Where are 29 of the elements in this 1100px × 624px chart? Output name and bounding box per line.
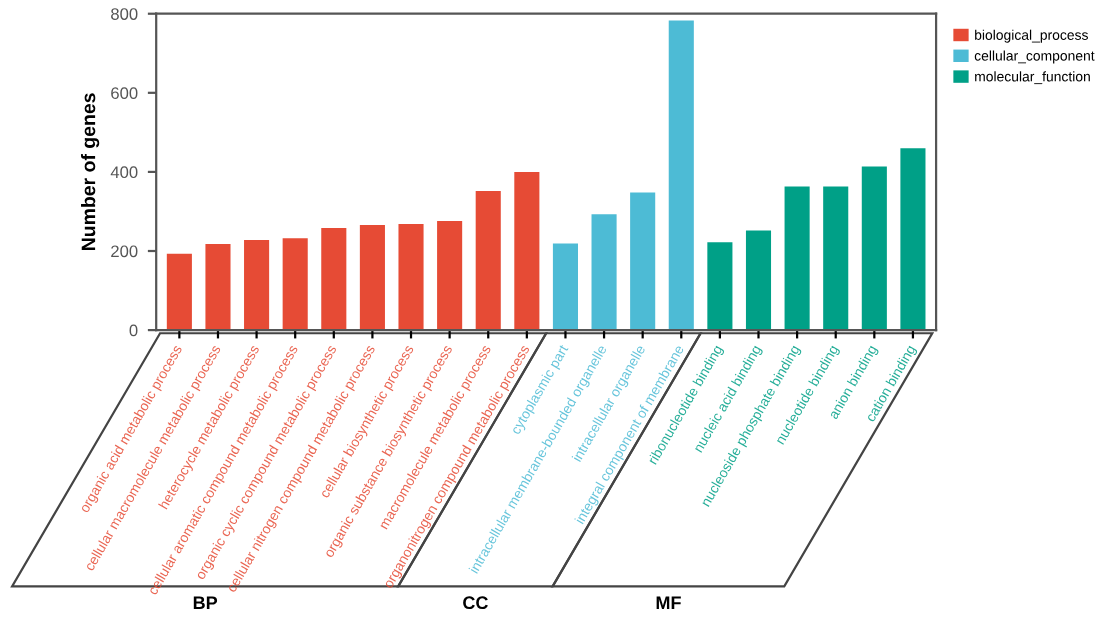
bar xyxy=(668,20,694,331)
text: MF xyxy=(656,596,681,609)
bar xyxy=(707,242,733,331)
bar xyxy=(552,243,578,331)
bar xyxy=(900,148,926,331)
bar xyxy=(745,230,772,331)
bar xyxy=(861,166,887,331)
text: CC xyxy=(463,596,488,610)
text: BP xyxy=(193,596,218,609)
y-tick-label: 200 xyxy=(111,245,138,258)
y-tick-label: 400 xyxy=(110,166,138,179)
bar xyxy=(784,186,810,331)
bar xyxy=(205,243,231,331)
y-tick-label: 600 xyxy=(111,87,138,100)
bar xyxy=(823,186,849,331)
bar xyxy=(166,253,192,331)
y-tick-label: 800 xyxy=(111,8,138,20)
bar xyxy=(630,192,656,331)
bar xyxy=(282,238,308,331)
bar xyxy=(321,228,347,331)
bar xyxy=(475,190,501,331)
y-axis-title: Number of genes xyxy=(81,93,100,251)
y-tick-label: 0 xyxy=(129,324,138,337)
bar xyxy=(514,171,540,331)
bar xyxy=(244,239,270,331)
bar xyxy=(437,220,463,331)
bar xyxy=(591,214,617,331)
bar xyxy=(359,224,385,331)
bar xyxy=(398,224,424,331)
